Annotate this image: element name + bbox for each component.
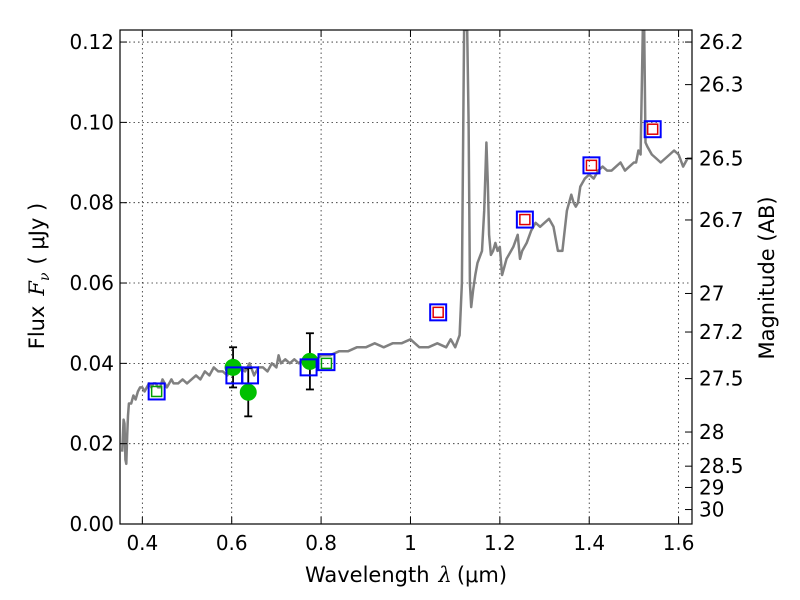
y-tick-label: 0.00 xyxy=(69,512,114,536)
model-inner-square xyxy=(585,159,598,172)
y2-tick-label: 26.7 xyxy=(699,208,744,232)
ticks: 0.4 0.6 0.8 1 1.2 1.4 1.6 0.00 0.02 0.04 0.06 0.08 0… xyxy=(69,30,744,555)
y2-tick-label: 28.5 xyxy=(699,454,744,478)
photometry-point xyxy=(239,383,257,401)
y2-axis-label: Magnitude (AB) xyxy=(755,196,779,359)
spectrum-line xyxy=(120,30,692,466)
model-square xyxy=(147,382,166,401)
x-tick-label: 1.2 xyxy=(484,531,516,555)
y2-tick-label: 28 xyxy=(699,420,724,444)
y-tick-label: 0.12 xyxy=(69,30,114,54)
y-tick-label: 0.04 xyxy=(69,351,114,375)
plot-area xyxy=(120,30,692,466)
y2-tick-label: 29 xyxy=(699,475,724,499)
axes-frame xyxy=(119,29,693,525)
model-square xyxy=(241,366,260,385)
y-tick-label: 0.10 xyxy=(69,110,114,134)
x-tick-label: 0.8 xyxy=(305,531,337,555)
x-tick-label: 1.6 xyxy=(663,531,695,555)
model-square xyxy=(299,358,318,377)
y2-tick-label: 30 xyxy=(699,498,724,522)
y2-tick-label: 26.3 xyxy=(699,73,744,97)
x-tick-label: 1 xyxy=(404,531,417,555)
y2-tick-label: 27.2 xyxy=(699,320,744,344)
x-tick-label: 0.4 xyxy=(126,531,158,555)
y-tick-label: 0.06 xyxy=(69,271,114,295)
x-tick-label: 1.4 xyxy=(573,531,605,555)
y-axis-label-symbol: F xyxy=(25,280,49,297)
x-axis-label-text: Wavelength xyxy=(305,563,430,587)
model-square xyxy=(429,303,448,322)
model-square xyxy=(582,156,601,175)
x-axis-label-symbol: λ xyxy=(438,563,452,587)
y-axis-label-subscript: ν xyxy=(37,272,53,281)
y2-tick-label: 26.5 xyxy=(699,147,744,171)
y-axis-label: Flux Fν ( μJy ) xyxy=(25,203,53,349)
model-square xyxy=(515,210,534,229)
model-square xyxy=(317,353,336,372)
model-inner-square xyxy=(646,123,659,135)
y-axis-label-unit: ( μJy ) xyxy=(25,203,49,265)
grid xyxy=(120,30,692,525)
y2-tick-label: 26.2 xyxy=(699,30,744,54)
y-axis-label-text: Flux xyxy=(25,306,49,350)
model-inner-square xyxy=(432,306,444,319)
model-inner-square xyxy=(320,357,333,370)
x-axis-label-unit: (μm) xyxy=(457,563,507,587)
photometry-point xyxy=(301,352,319,370)
y2-tick-label: 27 xyxy=(699,281,724,305)
y2-tick-label: 27.5 xyxy=(699,367,744,391)
y-tick-label: 0.08 xyxy=(69,191,114,215)
model-square xyxy=(643,120,662,139)
y-tick-label: 0.02 xyxy=(69,432,114,456)
model-inner-square xyxy=(519,213,531,226)
model-inner-square xyxy=(150,385,163,398)
x-tick-label: 0.6 xyxy=(216,531,248,555)
x-axis-label: Wavelength λ (μm) xyxy=(305,563,507,587)
